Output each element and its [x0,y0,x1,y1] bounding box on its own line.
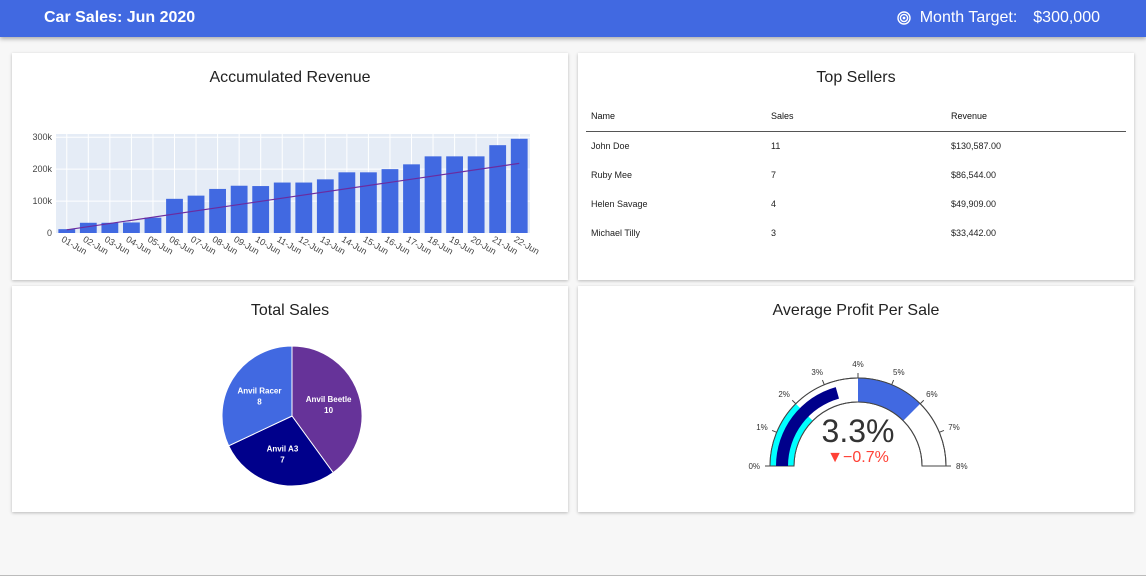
target-icon [897,11,911,25]
gauge-tick-label: 8% [956,462,968,471]
pie-slice[interactable] [221,345,293,447]
bar[interactable] [489,145,507,233]
bar[interactable] [166,198,183,233]
bar[interactable] [338,172,356,233]
gauge-tick-label: 2% [778,390,790,399]
table-row: John Doe 11 $130,587.00 [586,131,1126,160]
table-row: Michael Tilly 3 $33,442.00 [586,218,1126,247]
col-name: Name [586,101,766,132]
seller-sales: 4 [771,198,777,209]
bar[interactable] [209,188,226,233]
gauge-tick [891,379,895,385]
col-sales: Sales [766,101,946,132]
gauge-step [858,378,921,421]
app-bar: Car Sales: Jun 2020 Month Target: $300,0… [0,0,1146,37]
y-tick-label: 300k [32,132,52,142]
bar[interactable] [403,164,420,233]
gauge-tick [919,399,925,405]
bar[interactable] [144,217,162,233]
slice-label: Anvil A3 [267,444,299,453]
target-value: $300,000 [1033,9,1100,26]
total-sales-title: Total Sales [250,302,330,319]
total-sales-card: Total Sales Anvil Beetle 10 Anvil A3 7 Anvil… [12,286,568,512]
seller-sales: 11 [771,140,781,151]
bar[interactable] [187,195,205,233]
seller-revenue: $49,909.00 [951,198,997,209]
seller-name: Helen Savage [591,198,648,209]
pie-slice[interactable] [291,345,363,474]
table-row: Ruby Mee 7 $86,544.00 [586,160,1126,189]
y-tick-label: 200k [32,164,52,174]
target-label: Month Target: [919,9,1018,26]
total-sales-pie[interactable]: Anvil Beetle 10 Anvil A3 7 Anvil Racer 8 [12,286,568,512]
gauge-tick-label: 5% [893,368,905,377]
table-header-row: Name Sales Revenue [586,101,1126,132]
trend-line [66,162,520,231]
revenue-chart[interactable]: 0100k200k300k01-Jun02-Jun03-Jun04-Jun05-… [12,53,568,280]
top-sellers-card: Top Sellers Name Sales Revenue John Doe … [578,53,1134,280]
revenue-card: Accumulated Revenue 0 100k 200k 300k 01-Jun 0… [12,53,568,280]
bar[interactable] [446,156,463,233]
bar[interactable] [273,182,291,233]
top-sellers-title: Top Sellers [816,69,896,86]
slice-value: 10 [324,406,333,415]
gauge-outline [769,377,947,467]
bar[interactable] [101,222,119,233]
pie-slice[interactable] [227,415,334,487]
bar[interactable] [295,182,313,233]
seller-sales: 3 [771,227,777,238]
seller-name: Michael Tilly [591,227,641,238]
gauge-tick-label: 3% [811,368,823,377]
slice-value: 7 [280,455,285,464]
gauge-tick-label: 0% [748,462,760,471]
gauge-value: 3.3% [822,413,895,449]
y-tick-label: 100k [32,196,52,206]
app-title: Car Sales: Jun 2020 [44,9,196,26]
seller-revenue: $86,544.00 [951,169,997,180]
month-target: Month Target: $300,000 [897,9,1100,27]
gauge-tick-label: 1% [756,423,768,432]
gauge-tick [791,399,797,405]
gauge-delta: ▼−0.7% [827,449,889,466]
bar[interactable] [123,222,140,233]
slice-value: 8 [257,397,262,406]
bar[interactable] [360,172,377,233]
bar[interactable] [252,186,270,233]
bar[interactable] [467,156,485,233]
slice-label: Anvil Beetle [306,395,352,404]
seller-name: Ruby Mee [591,169,633,180]
seller-sales: 7 [771,169,777,180]
profit-card: Average Profit Per Sale 0% 1% 2% 3% 4% 5% 6% 7%… [578,286,1134,512]
gauge-tick [771,429,777,433]
revenue-title: Accumulated Revenue [209,69,371,86]
gauge-tick [939,429,945,433]
bar[interactable] [58,229,76,233]
gauge-tick-label: 6% [926,390,938,399]
bar[interactable] [510,138,528,233]
bar[interactable] [79,222,97,233]
gauge-tick-label: 4% [852,360,864,369]
sellers-table: Name Sales Revenue John Doe 11 $130,587.… [586,101,1126,247]
gauge-tick-label: 7% [948,423,960,432]
seller-revenue: $130,587.00 [951,140,1002,151]
gauge-value-bar[interactable] [776,387,839,466]
y-tick-label: 0 [47,228,52,238]
profit-gauge[interactable]: 0% 1% 2% 3% 4% 5% 6% 7% 8% 3.3%▼−0.7% [578,286,1134,512]
slice-label: Anvil Racer [237,386,281,395]
seller-name: John Doe [591,140,630,151]
profit-title: Average Profit Per Sale [772,302,940,319]
bar[interactable] [424,156,442,233]
bar[interactable] [230,185,248,233]
seller-revenue: $33,442.00 [951,227,997,238]
bar[interactable] [381,169,399,233]
bar[interactable] [316,179,334,233]
table-row: Helen Savage 4 $49,909.00 [586,189,1126,218]
col-revenue: Revenue [946,101,1126,132]
gauge-tick [821,379,825,385]
